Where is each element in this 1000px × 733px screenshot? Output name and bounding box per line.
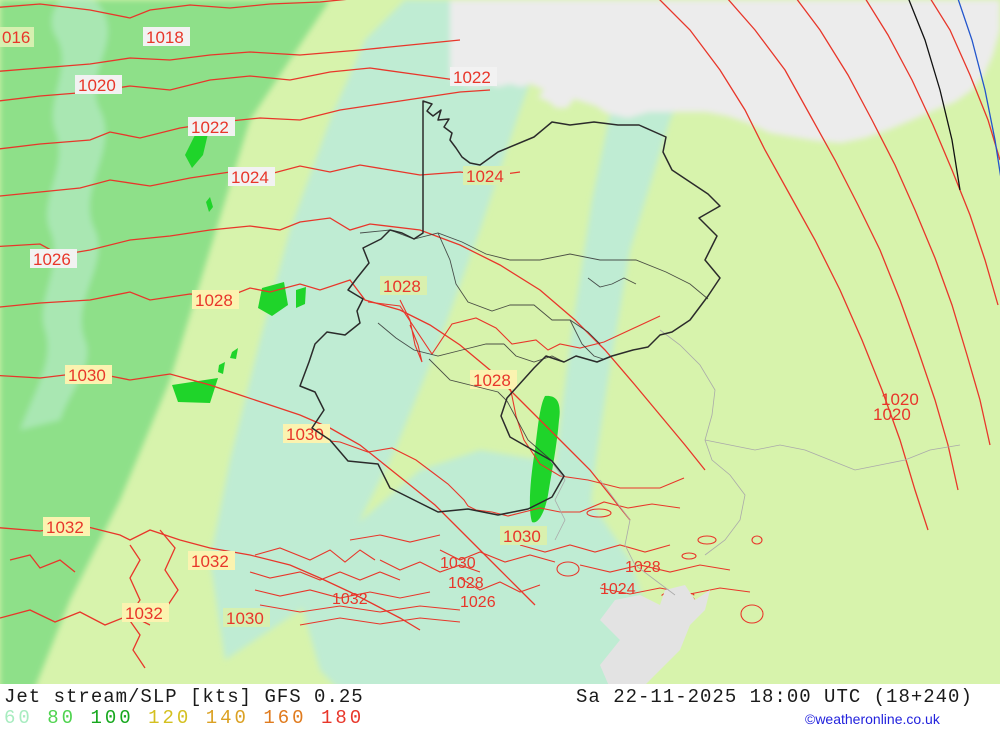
svg-text:1028: 1028 [195, 291, 233, 310]
svg-text:1024: 1024 [231, 168, 269, 187]
svg-text:1032: 1032 [125, 604, 163, 623]
svg-text:1030: 1030 [68, 366, 106, 385]
svg-text:1028: 1028 [383, 277, 421, 296]
svg-text:1018: 1018 [146, 28, 184, 47]
svg-text:1022: 1022 [191, 118, 229, 137]
svg-text:1032: 1032 [191, 552, 229, 571]
svg-text:1030: 1030 [440, 555, 476, 572]
svg-text:1026: 1026 [460, 594, 496, 611]
svg-text:1030: 1030 [503, 527, 541, 546]
svg-text:1032: 1032 [332, 591, 368, 608]
svg-text:1030: 1030 [226, 609, 264, 628]
svg-text:1028: 1028 [448, 575, 484, 592]
svg-text:1032: 1032 [46, 518, 84, 537]
svg-text:1030: 1030 [286, 425, 324, 444]
svg-text:1024: 1024 [600, 581, 636, 598]
svg-text:1020: 1020 [873, 405, 911, 424]
svg-text:1022: 1022 [453, 68, 491, 87]
svg-text:016: 016 [2, 28, 30, 47]
svg-text:1028: 1028 [625, 559, 661, 576]
svg-text:1024: 1024 [466, 167, 504, 186]
svg-text:1026: 1026 [33, 250, 71, 269]
svg-text:1020: 1020 [78, 76, 116, 95]
